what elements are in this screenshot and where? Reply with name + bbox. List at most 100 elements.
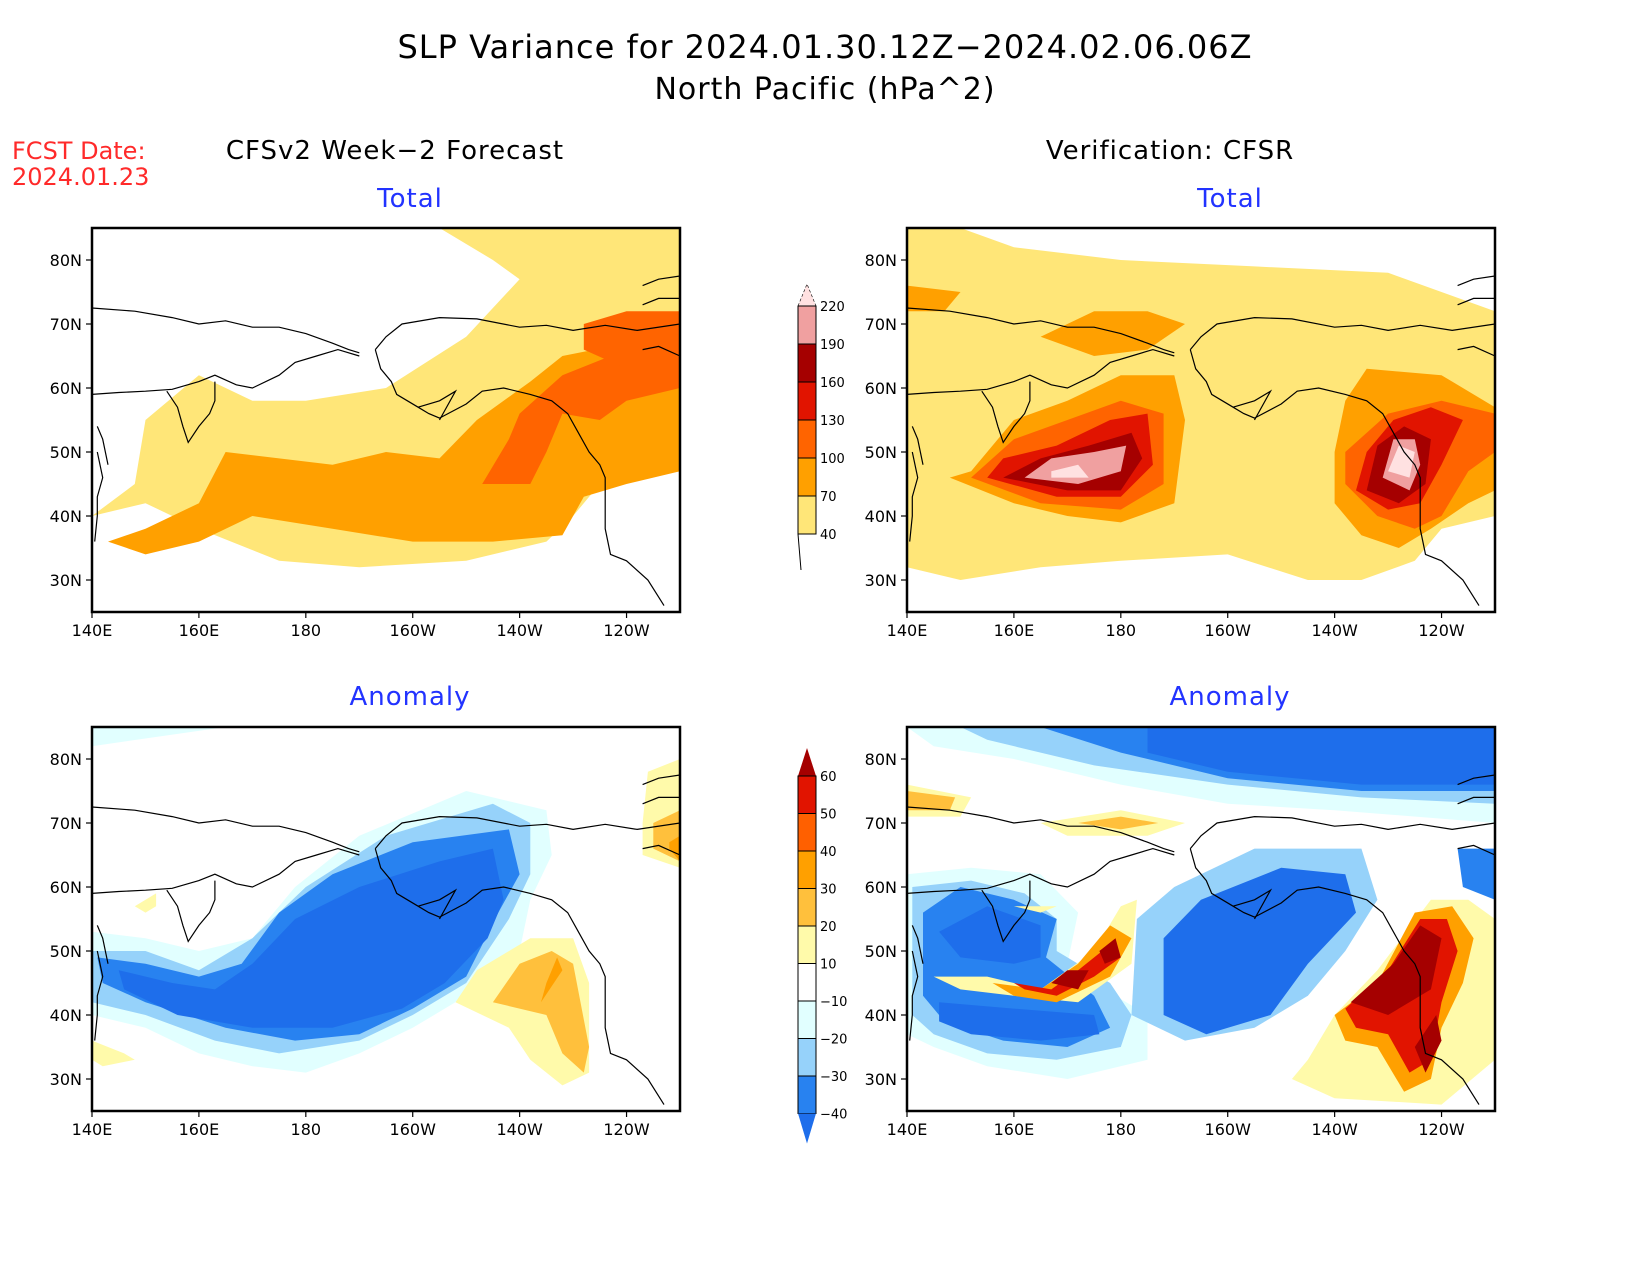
contour-region-100: [482, 349, 680, 484]
colorbar-label: 30: [820, 883, 837, 898]
contour-region-10: [134, 893, 157, 913]
coastline: [1232, 888, 1273, 920]
y-tick-label: 80N: [865, 750, 897, 769]
contour-region--40: [939, 906, 1041, 964]
contour-region-70: [108, 336, 680, 555]
colorbar-swatch: [797, 381, 817, 421]
total-colorbar: 40 70 100 130 160 190 220: [797, 283, 845, 571]
coastline: [642, 275, 680, 287]
coastline: [92, 348, 360, 395]
coastline: [417, 888, 458, 920]
y-tick-label: 40N: [865, 1006, 897, 1025]
coastline: [96, 426, 109, 465]
y-tick-label: 30N: [865, 1070, 897, 1089]
verification-column-title: Verification: CFSR: [1045, 136, 1295, 166]
y-tick-label: 70N: [50, 814, 82, 833]
colorbar-lower-arrow: [798, 1113, 816, 1144]
y-tick-label: 50N: [50, 443, 82, 462]
x-tick-label: 160W: [390, 1120, 437, 1139]
coastline: [911, 426, 924, 465]
colorbar-swatch: [797, 495, 817, 535]
coastline: [92, 307, 360, 354]
contour-region-70: [907, 285, 961, 312]
contour-region-30: [541, 957, 563, 1003]
coastline: [374, 848, 665, 1105]
contour-region-60: [1414, 1015, 1442, 1073]
colorbar-swatch: [797, 813, 817, 852]
coastline: [1457, 796, 1495, 805]
x-tick-label: 160W: [390, 621, 437, 640]
colorbar-label: 220: [820, 300, 845, 315]
colorbar-label: 60: [820, 770, 837, 785]
colorbar-swatch: [797, 1000, 817, 1039]
forecast-total-title: Total: [377, 184, 443, 214]
colorbar-swatch: [797, 775, 817, 814]
coastline: [1189, 316, 1495, 350]
y-tick-label: 40N: [865, 507, 897, 526]
x-tick-label: 140W: [1311, 1120, 1358, 1139]
figure-subtitle: North Pacific (hPa^2): [654, 72, 996, 107]
coastline: [911, 925, 924, 964]
y-tick-label: 30N: [50, 1070, 82, 1089]
y-tick-label: 60N: [865, 379, 897, 398]
x-tick-label: 160W: [1205, 1120, 1252, 1139]
contour-region-70: [1040, 311, 1185, 356]
colorbar-swatch: [797, 925, 817, 964]
colorbar-label: 160: [820, 376, 845, 391]
forecast-column-title: CFSv2 Week−2 Forecast: [225, 136, 565, 166]
forecast-anomaly-title: Anomaly: [349, 682, 471, 712]
y-tick-label: 40N: [50, 1006, 82, 1025]
forecast-anomaly-map: 30N 40N 50N 60N 70N 80N 140E 160E 180 160W 140W 120…: [50, 725, 682, 1139]
coastline: [94, 950, 104, 1041]
fcst-date-label: FCST Date:: [12, 137, 146, 165]
x-tick-label: 160E: [994, 621, 1035, 640]
coastline: [642, 774, 680, 786]
coastline: [1457, 275, 1495, 287]
contour-region--40: [939, 1002, 1100, 1041]
colorbar-upper-arrow: [797, 283, 817, 307]
coastline: [166, 880, 216, 943]
x-tick-label: 140W: [1311, 621, 1358, 640]
contour-region-220: [1388, 445, 1415, 478]
contour-region--40: [118, 848, 504, 1028]
y-tick-label: 70N: [865, 315, 897, 334]
map-frame: [90, 226, 682, 614]
x-tick-label: 140W: [496, 621, 543, 640]
contour-region--30: [1457, 848, 1495, 900]
x-tick-label: 120W: [603, 1120, 650, 1139]
verification-anomaly-map: 30N 40N 50N 60N 70N 80N 140E 160E 180 160W 140W 120…: [865, 725, 1497, 1139]
contour-region--40: [1163, 867, 1356, 1035]
coastline: [374, 349, 665, 606]
coastline: [642, 297, 680, 306]
coastline: [981, 880, 1031, 943]
coastline: [1232, 389, 1273, 421]
contour-region--40: [1147, 727, 1495, 785]
map-frame: [90, 725, 682, 1113]
x-tick-label: 140E: [887, 621, 928, 640]
x-tick-label: 160E: [179, 621, 220, 640]
colorbar-label: −30: [820, 1070, 847, 1085]
coastline: [374, 316, 680, 350]
coastline: [1457, 844, 1495, 856]
colorbar-label: 50: [820, 808, 837, 823]
x-tick-label: 160E: [994, 1120, 1035, 1139]
colorbar-swatch: [797, 305, 817, 345]
x-tick-label: 180: [1106, 621, 1137, 640]
verification-total-title: Total: [1197, 184, 1263, 214]
colorbar-label: 20: [820, 920, 837, 935]
colorbar-label: 10: [820, 958, 837, 973]
x-tick-label: 160W: [1205, 621, 1252, 640]
colorbar-swatch: [797, 457, 817, 497]
y-tick-label: 80N: [50, 750, 82, 769]
y-tick-label: 60N: [50, 878, 82, 897]
x-tick-label: 180: [1106, 1120, 1137, 1139]
x-tick-label: 140E: [72, 621, 113, 640]
coastline: [166, 381, 216, 444]
x-tick-label: 180: [291, 1120, 322, 1139]
colorbar-label: 130: [820, 414, 845, 429]
coastline: [907, 847, 1175, 894]
y-tick-label: 70N: [865, 814, 897, 833]
coastline: [94, 451, 104, 542]
x-tick-label: 120W: [603, 621, 650, 640]
colorbar-swatch: [797, 343, 817, 383]
